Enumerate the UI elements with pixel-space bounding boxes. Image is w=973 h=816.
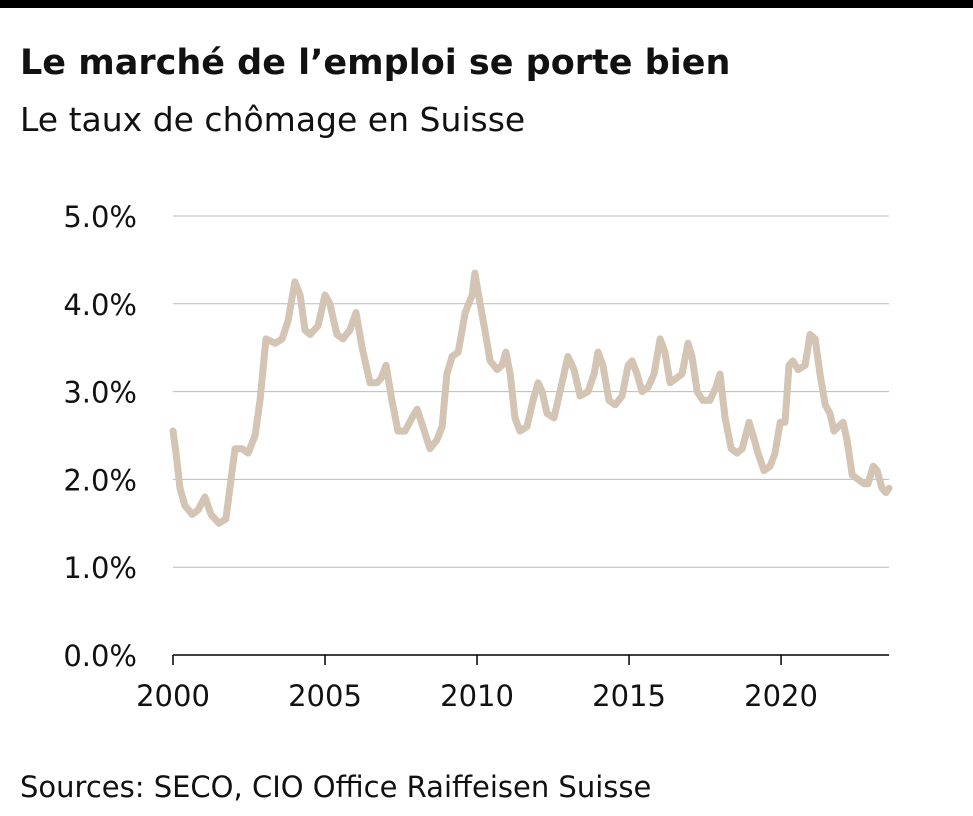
source: Sources: SECO, CIO Office Raiffeisen Sui… bbox=[20, 770, 651, 804]
y-tick-label: 0.0% bbox=[63, 639, 137, 673]
top-rule bbox=[0, 0, 973, 8]
x-tick-label: 2000 bbox=[136, 679, 210, 713]
x-tick-label: 2020 bbox=[744, 679, 818, 713]
y-tick-label: 5.0% bbox=[63, 200, 137, 234]
line bbox=[169, 269, 893, 527]
chart-subtitle: Le taux de chômage en Suisse bbox=[20, 100, 525, 139]
y-tick-label: 4.0% bbox=[63, 288, 137, 322]
y-tick-label: 3.0% bbox=[63, 376, 137, 410]
chart-title: Le marché de l’emploi se porte bien bbox=[20, 43, 730, 83]
y-tick-label: 2.0% bbox=[63, 463, 137, 497]
x-tick-label: 2015 bbox=[592, 679, 666, 713]
x-tick-label: 2010 bbox=[440, 679, 514, 713]
x-tick-label: 2005 bbox=[288, 679, 362, 713]
y-tick-label: 1.0% bbox=[63, 551, 137, 585]
